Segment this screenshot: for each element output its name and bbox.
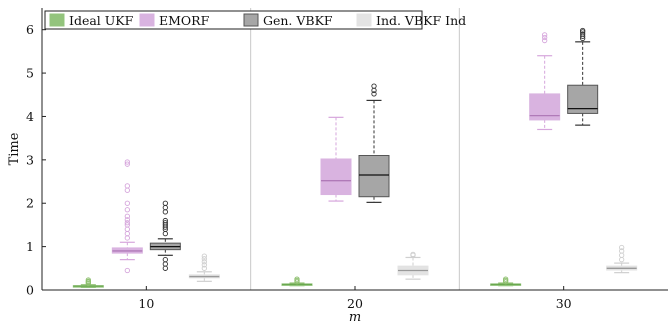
outlier-point bbox=[124, 183, 130, 189]
outlier-point bbox=[162, 230, 168, 237]
outlier-point bbox=[580, 27, 586, 34]
outlier-point bbox=[124, 207, 130, 213]
outlier-point bbox=[124, 217, 130, 223]
outlier-point bbox=[619, 256, 625, 263]
outlier-point bbox=[162, 256, 168, 263]
outlier-point bbox=[85, 277, 91, 283]
outlier-point bbox=[162, 261, 168, 267]
outlier-point bbox=[371, 91, 377, 97]
outlier-point bbox=[542, 32, 548, 38]
outlier-point bbox=[619, 248, 625, 254]
box-gen-vbkf-30 bbox=[567, 27, 599, 126]
box-gen-vbkf-10 bbox=[149, 200, 181, 271]
box-ideal-ukf-20 bbox=[281, 276, 313, 287]
box-gen-vbkf-20 bbox=[358, 83, 390, 203]
outlier-point bbox=[124, 267, 130, 274]
outlier-point bbox=[410, 251, 416, 258]
y-tick-label: 2 bbox=[26, 196, 34, 211]
box-ind-vbkf-ind-30 bbox=[606, 244, 638, 274]
x-axis-label: m bbox=[349, 310, 361, 324]
outlier-point bbox=[371, 83, 377, 89]
box-emorf-20 bbox=[320, 116, 352, 202]
legend-swatch-emorf bbox=[139, 13, 155, 27]
y-tick-label: 1 bbox=[26, 239, 34, 254]
box-emorf-30 bbox=[529, 32, 561, 131]
x-ticks: 10 20 30 bbox=[138, 286, 572, 311]
x-tick-label: 10 bbox=[138, 296, 154, 311]
legend-swatch-ind-vbkf-ind bbox=[356, 13, 372, 27]
box-ind-vbkf-ind-20 bbox=[397, 251, 429, 280]
outlier-point bbox=[124, 222, 130, 228]
outlier-point bbox=[294, 276, 300, 282]
outlier-point bbox=[201, 259, 207, 265]
legend-swatch-gen-vbkf bbox=[243, 13, 259, 27]
outlier-point bbox=[124, 161, 130, 167]
outlier-point bbox=[124, 220, 130, 226]
outlier-point bbox=[124, 230, 130, 237]
outlier-point bbox=[124, 159, 130, 165]
outlier-point bbox=[162, 217, 168, 224]
legend-label-gen-vbkf: Gen. VBKF bbox=[263, 13, 333, 28]
outlier-point bbox=[162, 209, 168, 215]
outlier-point bbox=[201, 262, 207, 268]
outlier-point bbox=[619, 252, 625, 258]
outlier-point bbox=[124, 226, 130, 232]
y-ticks: 0 1 2 3 4 5 6 bbox=[26, 22, 46, 298]
y-tick-label: 0 bbox=[26, 283, 34, 298]
box-ind-vbkf-ind-10 bbox=[188, 253, 220, 282]
outlier-point bbox=[580, 31, 586, 37]
legend: Ideal UKF EMORF Gen. VBKF Ind. VBKF Ind bbox=[44, 10, 466, 30]
outlier-point bbox=[162, 220, 168, 226]
outlier-point bbox=[124, 235, 130, 241]
box-ideal-ukf-30 bbox=[490, 276, 522, 287]
y-tick-label: 5 bbox=[26, 66, 34, 81]
x-tick-label: 30 bbox=[556, 296, 572, 311]
outlier-point bbox=[124, 200, 130, 206]
outlier-point bbox=[503, 276, 509, 282]
outlier-point bbox=[124, 213, 130, 219]
outlier-point bbox=[542, 34, 548, 41]
box-emorf-10 bbox=[111, 159, 143, 274]
legend-label-emorf: EMORF bbox=[159, 13, 210, 28]
outlier-point bbox=[619, 244, 625, 251]
y-tick-label: 4 bbox=[26, 109, 34, 124]
outlier-point bbox=[201, 253, 207, 259]
outlier-point bbox=[124, 187, 130, 193]
y-axis-label: Time bbox=[7, 132, 22, 165]
outlier-point bbox=[201, 265, 207, 271]
legend-box bbox=[44, 10, 423, 30]
iqr-box bbox=[320, 158, 352, 196]
outlier-point bbox=[162, 265, 168, 271]
outlier-point bbox=[542, 37, 548, 44]
y-tick-label: 6 bbox=[26, 22, 34, 37]
outlier-point bbox=[162, 204, 168, 211]
iqr-box bbox=[358, 155, 390, 198]
legend-swatch-ideal-ukf bbox=[49, 13, 65, 27]
group-separators bbox=[250, 8, 460, 290]
legend-label-ind-vbkf-ind: Ind. VBKF Ind bbox=[376, 13, 466, 28]
x-tick-label: 20 bbox=[347, 296, 363, 311]
y-tick-label: 3 bbox=[26, 152, 34, 167]
outlier-point bbox=[162, 200, 168, 206]
legend-label-ideal-ukf: Ideal UKF bbox=[69, 13, 134, 28]
outlier-point bbox=[201, 256, 207, 262]
box-ideal-ukf-10 bbox=[72, 277, 104, 288]
box-series bbox=[72, 27, 638, 288]
